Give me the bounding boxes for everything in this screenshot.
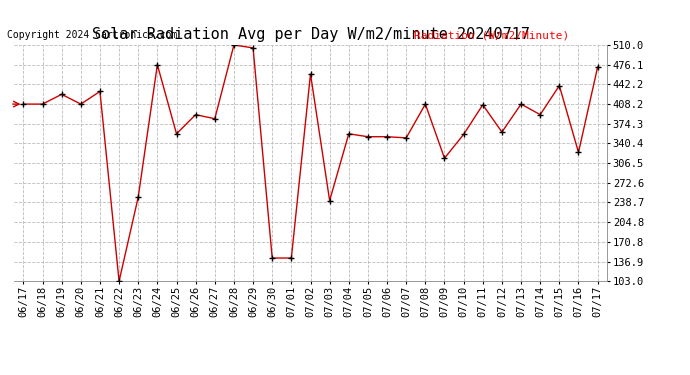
- Text: Copyright 2024 Cartronics.com: Copyright 2024 Cartronics.com: [7, 30, 177, 40]
- Text: Radiation (W/m2/Minute): Radiation (W/m2/Minute): [414, 30, 569, 40]
- Title: Solar Radiation Avg per Day W/m2/minute 20240717: Solar Radiation Avg per Day W/m2/minute …: [92, 27, 529, 42]
